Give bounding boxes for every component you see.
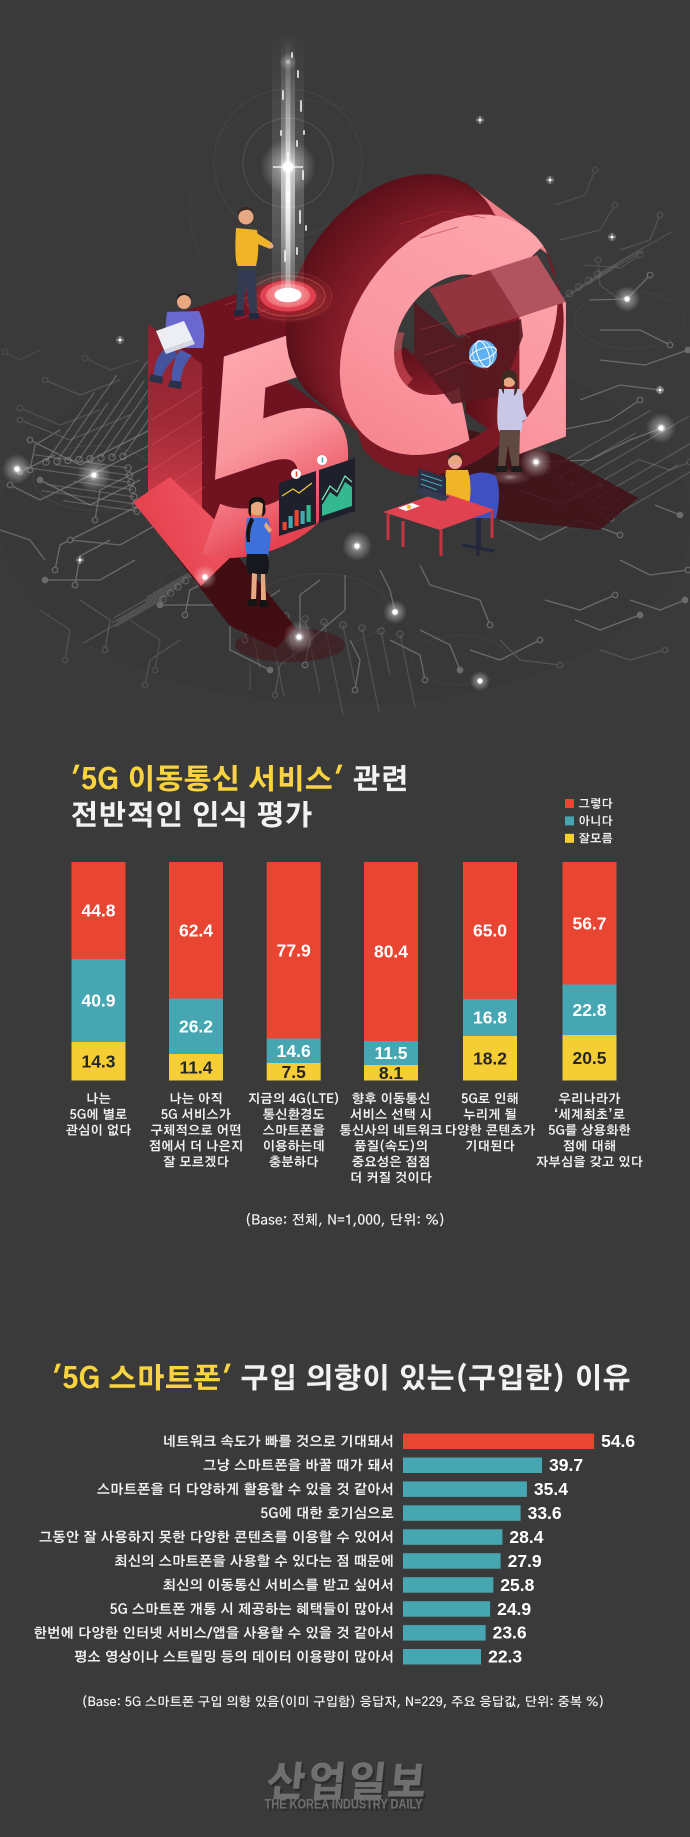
- svg-text:23.6: 23.6: [493, 1623, 527, 1643]
- svg-text:33.6: 33.6: [528, 1503, 562, 1523]
- svg-text:27.9: 27.9: [508, 1551, 542, 1571]
- svg-text:28.4: 28.4: [509, 1527, 543, 1547]
- svg-text:THE KOREA INDUSTRY DAILY: THE KOREA INDUSTRY DAILY: [265, 1797, 423, 1812]
- svg-text:11.4: 11.4: [179, 1058, 212, 1078]
- svg-text:65.0: 65.0: [473, 921, 507, 941]
- svg-text:26.2: 26.2: [179, 1017, 213, 1037]
- svg-text:20.5: 20.5: [572, 1048, 606, 1068]
- svg-text:11.5: 11.5: [374, 1043, 407, 1063]
- svg-text:77.9: 77.9: [277, 941, 311, 961]
- svg-text:44.8: 44.8: [81, 901, 115, 921]
- svg-text:14.3: 14.3: [81, 1052, 115, 1072]
- svg-text:54.6: 54.6: [601, 1431, 635, 1451]
- svg-text:THE KOREA INDUSTRY DAILY: THE KOREA INDUSTRY DAILY: [267, 1799, 425, 1814]
- svg-text:35.4: 35.4: [534, 1479, 568, 1499]
- svg-text:16.8: 16.8: [473, 1008, 507, 1028]
- svg-text:22.8: 22.8: [572, 1000, 606, 1020]
- svg-text:80.4: 80.4: [374, 942, 408, 962]
- svg-text:56.7: 56.7: [572, 914, 606, 934]
- svg-text:39.7: 39.7: [549, 1455, 583, 1475]
- svg-text:7.5: 7.5: [282, 1062, 307, 1082]
- svg-text:62.4: 62.4: [179, 921, 213, 941]
- svg-text:24.9: 24.9: [497, 1599, 531, 1619]
- svg-text:14.6: 14.6: [277, 1041, 311, 1061]
- svg-text:18.2: 18.2: [473, 1049, 507, 1069]
- svg-text:22.3: 22.3: [488, 1647, 522, 1667]
- svg-text:25.8: 25.8: [500, 1575, 534, 1595]
- svg-text:8.1: 8.1: [379, 1063, 404, 1083]
- svg-text:40.9: 40.9: [81, 991, 115, 1011]
